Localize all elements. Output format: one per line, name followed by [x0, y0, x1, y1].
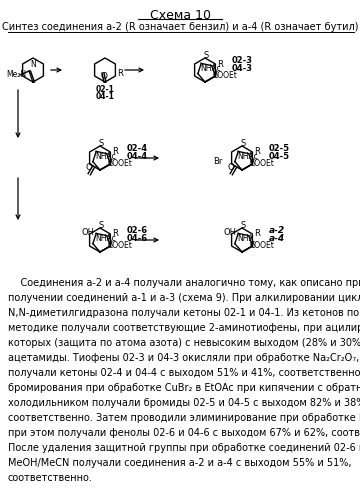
Text: при этом получали фенолы 02-6 и 04-6 с выходом 67% и 62%, соответственно.: при этом получали фенолы 02-6 и 04-6 с в… — [8, 428, 360, 438]
Text: O: O — [228, 163, 235, 172]
Text: NH₂: NH₂ — [237, 234, 252, 243]
Text: соответственно.: соответственно. — [8, 473, 93, 483]
Text: бромирования при обработке CuBr₂ в EtOAc при кипячении с обратным: бромирования при обработке CuBr₂ в EtOAc… — [8, 383, 360, 393]
Text: ацетамиды. Тиофены 02-3 и 04-3 окисляли при обработке Na₂Cr₂O₇, при этом: ацетамиды. Тиофены 02-3 и 04-3 окисляли … — [8, 353, 360, 363]
Text: COOEt: COOEt — [250, 159, 275, 168]
Text: 02-5: 02-5 — [269, 144, 290, 153]
Text: MeOH/MeCN получали соединения а-2 и а-4 с выходом 55% и 51%,: MeOH/MeCN получали соединения а-2 и а-4 … — [8, 458, 351, 468]
Text: NHAc: NHAc — [200, 64, 221, 73]
Text: N: N — [30, 60, 36, 69]
Text: S: S — [240, 222, 246, 231]
Text: a-2: a-2 — [269, 226, 285, 235]
Text: O: O — [86, 163, 93, 172]
Text: Синтез соединения а-2 (R означает бензил) и а-4 (R означает бутил): Синтез соединения а-2 (R означает бензил… — [2, 22, 358, 32]
Text: 02-4: 02-4 — [127, 144, 148, 153]
Text: 04-1: 04-1 — [95, 92, 114, 101]
Text: S: S — [98, 222, 103, 231]
Text: OH: OH — [81, 228, 94, 237]
Text: 04-5: 04-5 — [269, 152, 290, 161]
Text: соответственно. Затем проводили элиминирование при обработке LiBr/Li₂CO₃,: соответственно. Затем проводили элиминир… — [8, 413, 360, 423]
Text: R: R — [255, 230, 260, 239]
Text: 04-6: 04-6 — [127, 234, 148, 243]
Text: NHAc: NHAc — [95, 152, 116, 161]
Text: OH: OH — [223, 228, 236, 237]
Text: 02-1: 02-1 — [95, 85, 114, 94]
Text: S: S — [203, 51, 208, 60]
Text: S: S — [240, 139, 246, 148]
Text: O: O — [100, 72, 108, 81]
Text: R: R — [112, 148, 118, 157]
Text: получали кетоны 02-4 и 04-4 с выходом 51% и 41%, соответственно. После: получали кетоны 02-4 и 04-4 с выходом 51… — [8, 368, 360, 378]
Text: NHAc: NHAc — [95, 234, 116, 243]
Text: 04-4: 04-4 — [127, 152, 148, 161]
Text: холодильником получали бромиды 02-5 и 04-5 с выходом 82% и 38%,: холодильником получали бромиды 02-5 и 04… — [8, 398, 360, 408]
Text: COOEt: COOEt — [250, 241, 275, 250]
Text: методике получали соответствующие 2-аминотиофены, при ацилировании: методике получали соответствующие 2-амин… — [8, 323, 360, 333]
Text: 02-6: 02-6 — [127, 226, 148, 235]
Text: получении соединений а-1 и а-3 (схема 9). При алкилировании циклогексанон-: получении соединений а-1 и а-3 (схема 9)… — [8, 293, 360, 303]
Text: R: R — [112, 230, 118, 239]
Text: 02-3: 02-3 — [232, 56, 253, 65]
Text: Br: Br — [213, 157, 222, 166]
Text: COOEt: COOEt — [108, 241, 132, 250]
Text: COOEt: COOEt — [108, 159, 132, 168]
Text: N,N-диметилгидразона получали кетоны 02-1 и 04-1. Из кетонов по стандартной: N,N-диметилгидразона получали кетоны 02-… — [8, 308, 360, 318]
Text: R: R — [255, 148, 260, 157]
Text: NHAc: NHAc — [237, 152, 258, 161]
Text: После удаления защитной группы при обработке соединений 02-6 и 04-6 H₂SO₄ в: После удаления защитной группы при обраб… — [8, 443, 360, 453]
Text: 04-3: 04-3 — [232, 64, 253, 73]
Text: R: R — [117, 69, 123, 78]
Text: Соединения а-2 и а-4 получали аналогично тому, как описано при: Соединения а-2 и а-4 получали аналогично… — [8, 278, 360, 288]
Text: Схема 10: Схема 10 — [149, 9, 211, 22]
Text: COOEt: COOEt — [213, 71, 238, 80]
Text: которых (защита по атома азота) с невысоким выходом (28% и 30%) получали: которых (защита по атома азота) с невысо… — [8, 338, 360, 348]
Text: R: R — [217, 59, 223, 68]
Text: Me₂N: Me₂N — [6, 70, 26, 79]
Text: S: S — [98, 139, 103, 148]
Text: a-4: a-4 — [269, 234, 285, 243]
